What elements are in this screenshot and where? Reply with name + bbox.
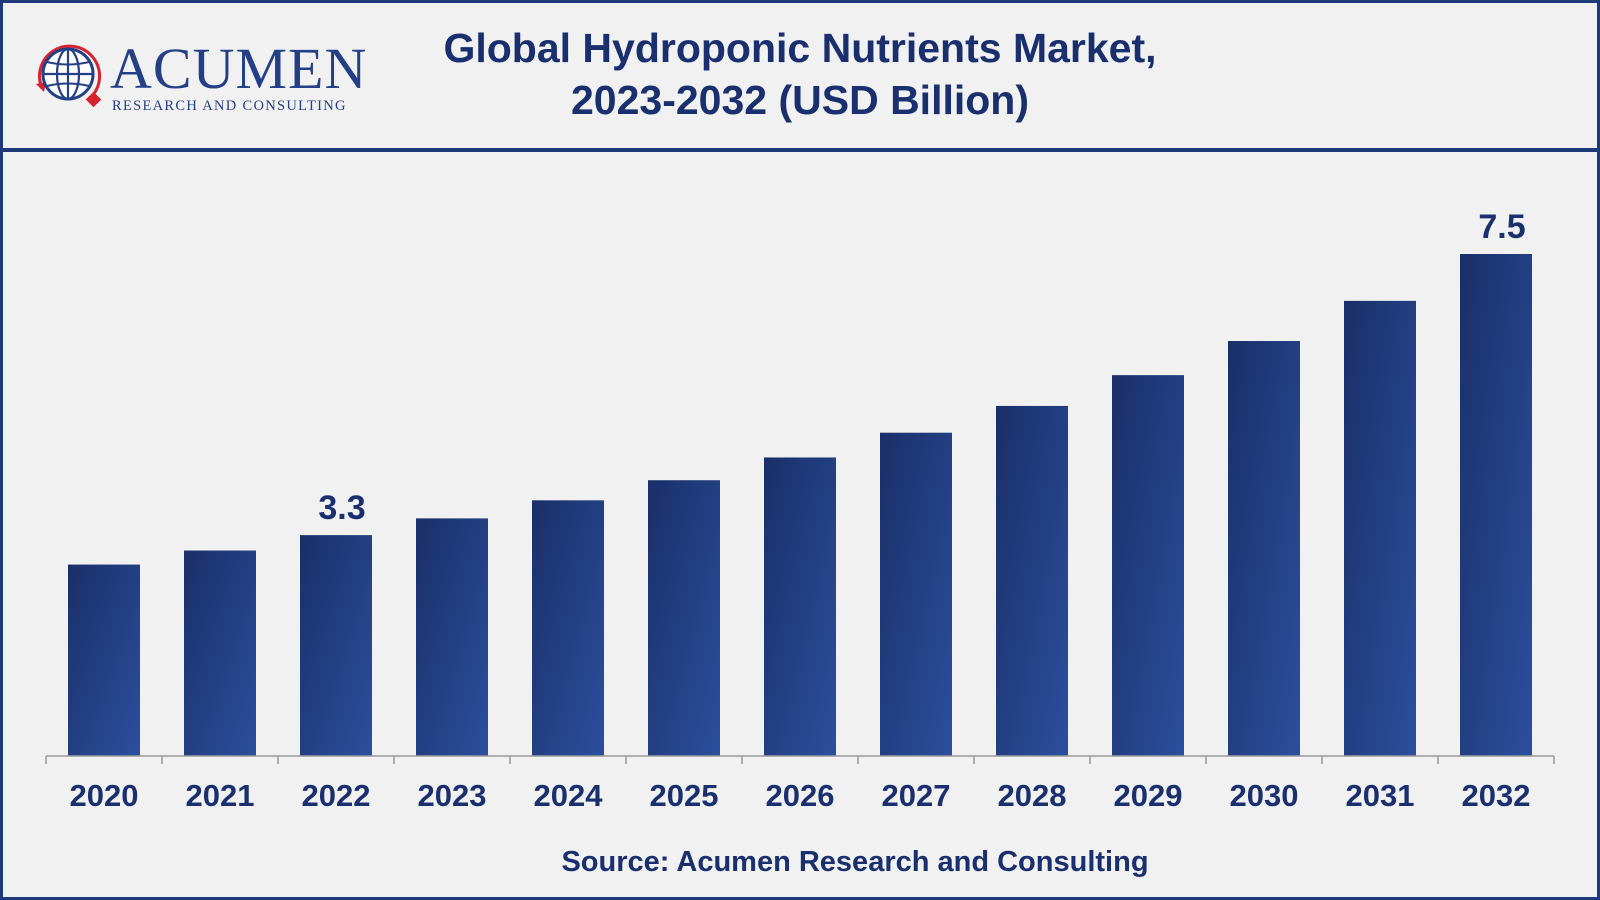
bar-2025: [648, 480, 720, 756]
data-labels: 3.3 7.5: [318, 208, 1525, 527]
bar-2021: [184, 550, 256, 756]
source-note: Source: Acumen Research and Consulting: [561, 846, 1149, 878]
x-tick-label-2023: 2023: [418, 778, 487, 813]
x-tick-label-2027: 2027: [882, 778, 951, 813]
x-tick-label-2032: 2032: [1462, 778, 1531, 813]
chart-title-line1: Global Hydroponic Nutrients Market,: [443, 25, 1157, 71]
logo-brand: ACUMEN: [110, 36, 368, 101]
bar-2030: [1228, 341, 1300, 756]
bar-2022: [300, 535, 372, 756]
x-tick-label-2024: 2024: [534, 778, 604, 813]
x-tick-label-2021: 2021: [186, 778, 255, 813]
chart-title: Global Hydroponic Nutrients Market, 2023…: [330, 22, 1270, 126]
x-axis: [45, 755, 1555, 764]
x-tick-label-2020: 2020: [70, 778, 139, 813]
x-tick-label-2022: 2022: [302, 778, 371, 813]
x-tick-label-2026: 2026: [766, 778, 835, 813]
bar-2027: [880, 432, 952, 756]
x-tick-labels: 2020 2021 2022 2023 2024 2025 2026 2027 2028 2029…: [70, 778, 1531, 813]
x-tick-label-2030: 2030: [1230, 778, 1299, 813]
bar-2029: [1112, 375, 1184, 756]
bar-2020: [68, 564, 140, 756]
company-logo: ACUMEN RESEARCH AND CONSULTING: [32, 36, 366, 116]
bar-2023: [416, 518, 488, 756]
logo-tagline: RESEARCH AND CONSULTING: [112, 98, 347, 114]
data-label-2032: 7.5: [1478, 208, 1525, 246]
x-tick-label-2031: 2031: [1346, 778, 1415, 813]
x-tick-label-2025: 2025: [650, 778, 719, 813]
bar-2032: [1460, 254, 1532, 756]
x-tick-label-2028: 2028: [998, 778, 1067, 813]
bars-group: [68, 254, 1532, 756]
chart-title-line2: 2023-2032 (USD Billion): [571, 77, 1029, 123]
bar-2024: [532, 500, 604, 756]
data-label-2022: 3.3: [318, 489, 365, 527]
globe-icon: [36, 44, 102, 108]
bar-2031: [1344, 300, 1416, 756]
bar-2028: [996, 405, 1068, 756]
x-tick-label-2029: 2029: [1114, 778, 1183, 813]
bar-2026: [764, 457, 836, 756]
header: ACUMEN RESEARCH AND CONSULTING Global Hy…: [0, 0, 1600, 152]
